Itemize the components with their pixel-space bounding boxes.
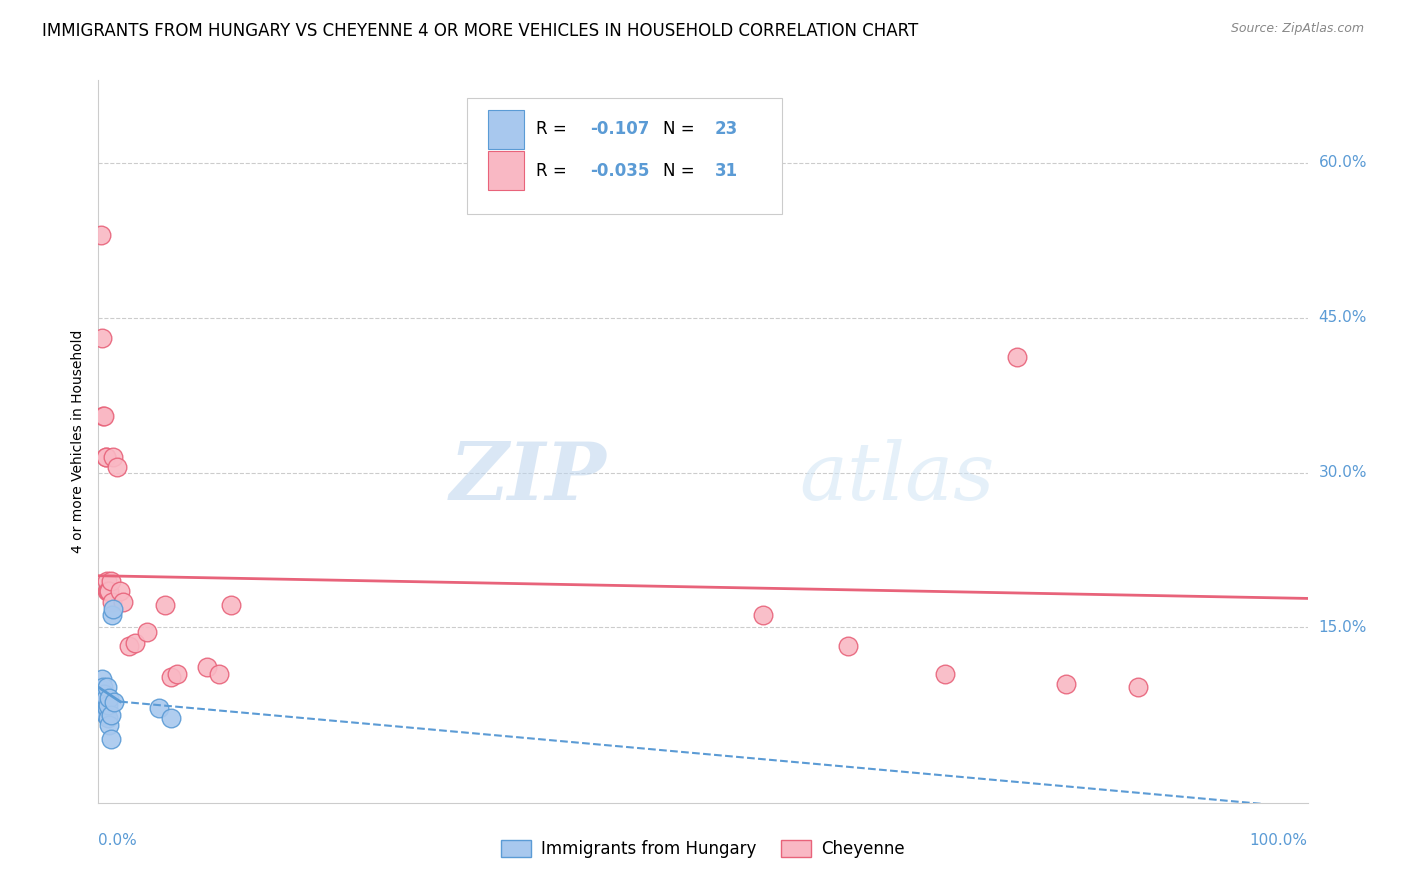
Point bbox=[208, 666, 231, 681]
Point bbox=[160, 670, 183, 684]
Point bbox=[100, 594, 122, 608]
Text: 15.0%: 15.0% bbox=[1319, 620, 1367, 635]
Point bbox=[97, 698, 120, 712]
Point bbox=[96, 701, 118, 715]
Point bbox=[1007, 350, 1029, 364]
Point bbox=[101, 601, 124, 615]
Text: 30.0%: 30.0% bbox=[1319, 465, 1367, 480]
Point bbox=[1128, 680, 1150, 694]
Point bbox=[118, 639, 141, 653]
Point bbox=[105, 460, 128, 475]
Text: 60.0%: 60.0% bbox=[1319, 155, 1367, 170]
Point bbox=[93, 409, 115, 423]
Point bbox=[91, 698, 114, 712]
Point bbox=[752, 607, 775, 622]
Point bbox=[166, 666, 188, 681]
Point bbox=[148, 701, 170, 715]
Point bbox=[93, 687, 115, 701]
Point bbox=[91, 409, 114, 423]
Point bbox=[91, 680, 114, 694]
Point bbox=[90, 682, 112, 697]
Text: ZIP: ZIP bbox=[450, 439, 606, 516]
Point bbox=[1054, 677, 1077, 691]
Point bbox=[100, 731, 122, 746]
Point bbox=[89, 687, 111, 701]
Text: 23: 23 bbox=[716, 120, 738, 138]
Text: atlas: atlas bbox=[800, 439, 995, 516]
Point bbox=[96, 584, 118, 599]
Point bbox=[101, 450, 124, 464]
Point bbox=[195, 659, 218, 673]
Point bbox=[94, 450, 117, 464]
Legend: Immigrants from Hungary, Cheyenne: Immigrants from Hungary, Cheyenne bbox=[492, 832, 914, 867]
Point bbox=[100, 607, 122, 622]
FancyBboxPatch shape bbox=[467, 98, 782, 214]
Point bbox=[100, 574, 122, 588]
Text: 0.0%: 0.0% bbox=[98, 833, 138, 848]
Text: 100.0%: 100.0% bbox=[1250, 833, 1308, 848]
Text: N =: N = bbox=[664, 120, 700, 138]
Text: 31: 31 bbox=[716, 161, 738, 179]
Point bbox=[98, 690, 121, 705]
FancyBboxPatch shape bbox=[488, 151, 524, 191]
Point bbox=[221, 598, 243, 612]
Text: -0.107: -0.107 bbox=[591, 120, 650, 138]
Point bbox=[160, 711, 183, 725]
Point bbox=[934, 666, 956, 681]
Point bbox=[94, 690, 117, 705]
Point bbox=[91, 672, 114, 686]
Point bbox=[98, 584, 121, 599]
Point bbox=[111, 594, 134, 608]
Point bbox=[135, 625, 157, 640]
Text: IMMIGRANTS FROM HUNGARY VS CHEYENNE 4 OR MORE VEHICLES IN HOUSEHOLD CORRELATION : IMMIGRANTS FROM HUNGARY VS CHEYENNE 4 OR… bbox=[42, 22, 918, 40]
Point bbox=[153, 598, 176, 612]
Point bbox=[837, 639, 859, 653]
Point bbox=[91, 690, 114, 705]
Point bbox=[96, 574, 118, 588]
Text: N =: N = bbox=[664, 161, 700, 179]
Text: R =: R = bbox=[536, 120, 572, 138]
Point bbox=[98, 718, 121, 732]
Point bbox=[108, 584, 131, 599]
Text: 45.0%: 45.0% bbox=[1319, 310, 1367, 326]
Y-axis label: 4 or more Vehicles in Household: 4 or more Vehicles in Household bbox=[72, 330, 86, 553]
Point bbox=[100, 708, 122, 723]
Point bbox=[94, 450, 117, 464]
Text: R =: R = bbox=[536, 161, 572, 179]
FancyBboxPatch shape bbox=[488, 110, 524, 149]
Point bbox=[90, 228, 112, 243]
Point bbox=[103, 695, 125, 709]
Point bbox=[97, 711, 120, 725]
Text: Source: ZipAtlas.com: Source: ZipAtlas.com bbox=[1230, 22, 1364, 36]
Point bbox=[96, 680, 118, 694]
Text: -0.035: -0.035 bbox=[591, 161, 650, 179]
Point bbox=[94, 708, 117, 723]
Point bbox=[97, 584, 120, 599]
Point bbox=[93, 701, 115, 715]
Point bbox=[91, 331, 114, 345]
Point bbox=[124, 636, 146, 650]
